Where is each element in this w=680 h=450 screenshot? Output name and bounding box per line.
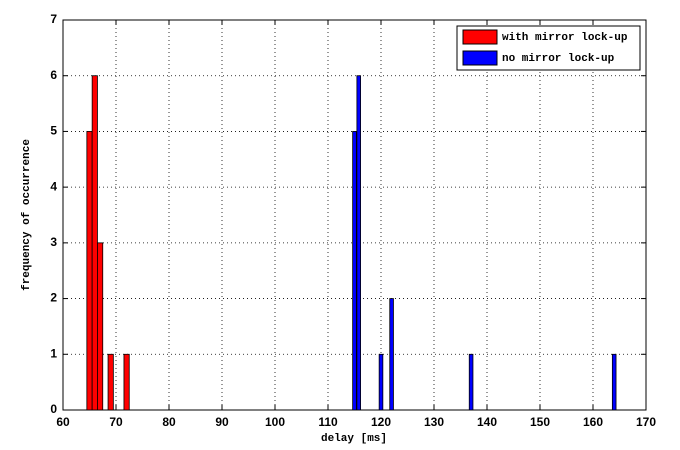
y-tick-label: 1 [50,346,57,360]
y-tick-label: 3 [50,235,57,249]
x-tick-label: 120 [371,415,391,429]
x-tick-label: 150 [530,415,550,429]
bar [97,242,104,411]
bar [356,75,361,411]
bar [378,353,384,411]
legend-swatch [462,50,498,66]
bar [611,353,617,411]
y-tick-label: 2 [50,291,57,305]
bar [468,353,474,411]
legend-label: with mirror lock-up [502,32,628,44]
bar [86,131,93,411]
y-axis-label: frequency of occurrence [21,139,33,291]
legend-label: no mirror lock-up [502,53,615,65]
x-tick-label: 80 [162,415,176,429]
y-tick-label: 4 [50,179,57,193]
x-tick-label: 60 [56,415,70,429]
x-tick-label: 140 [477,415,497,429]
x-tick-label: 170 [636,415,656,429]
bar [389,298,394,411]
x-axis-label: delay [ms] [321,433,387,445]
x-tick-label: 130 [424,415,444,429]
bar [352,131,357,411]
y-tick-label: 6 [50,68,57,82]
x-tick-label: 90 [215,415,229,429]
bar [107,353,114,411]
bar [91,75,98,411]
x-tick-label: 70 [109,415,123,429]
y-tick-label: 5 [50,124,57,138]
y-tick-label: 0 [50,402,57,416]
bar [123,353,130,411]
y-tick-label: 7 [50,12,57,26]
x-tick-label: 100 [265,415,285,429]
legend-swatch [462,29,498,45]
x-tick-label: 110 [318,415,338,429]
x-tick-label: 160 [583,415,603,429]
